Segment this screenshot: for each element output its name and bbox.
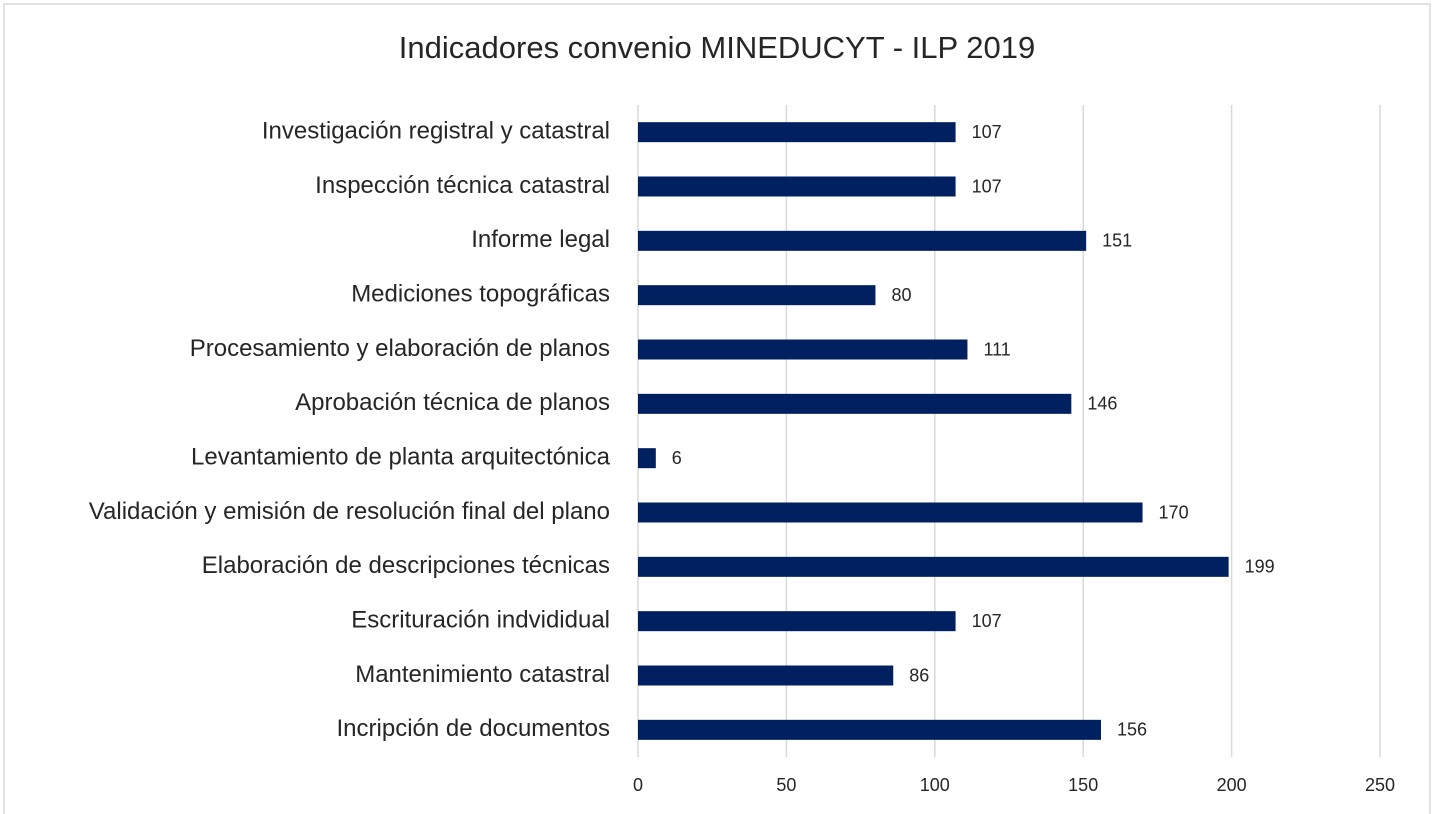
data-label: 199	[1245, 557, 1275, 577]
data-label: 86	[909, 665, 929, 685]
y-tick-label: Inspección técnica catastral	[315, 172, 610, 199]
bar	[638, 230, 1087, 251]
bar	[638, 448, 656, 469]
x-tick-label: 0	[633, 775, 643, 795]
data-label: 151	[1102, 231, 1132, 251]
bar	[638, 393, 1072, 414]
y-tick-label: Mantenimiento catastral	[355, 661, 610, 688]
y-tick-label: Aprobación técnica de planos	[295, 389, 610, 416]
chart-title: Indicadores convenio MINEDUCYT - ILP 201…	[399, 30, 1035, 65]
data-label: 146	[1087, 394, 1117, 414]
x-tick-label: 50	[776, 775, 796, 795]
x-tick-label: 100	[920, 775, 950, 795]
bar	[638, 176, 956, 197]
data-label: 156	[1117, 720, 1147, 740]
bar	[638, 285, 876, 306]
bar	[638, 556, 1229, 577]
y-tick-label: Levantamiento de planta arquitectónica	[191, 444, 611, 471]
y-tick-label: Elaboración de descripciones técnicas	[202, 552, 610, 579]
bar	[638, 719, 1102, 740]
bar	[638, 502, 1143, 523]
x-tick-label: 150	[1068, 775, 1098, 795]
bar	[638, 611, 956, 632]
y-tick-label: Incripción de documentos	[337, 715, 611, 742]
bar	[638, 122, 956, 143]
y-tick-label: Procesamiento y elaboración de planos	[190, 335, 610, 362]
data-label: 111	[983, 339, 1010, 359]
data-label: 107	[972, 611, 1002, 631]
data-label: 80	[891, 285, 911, 305]
data-label: 107	[972, 122, 1002, 142]
y-tick-label: Escrituración indvididual	[351, 607, 610, 634]
y-tick-label: Investigación registral y catastral	[262, 118, 610, 145]
bar	[638, 339, 968, 360]
x-tick-label: 200	[1217, 775, 1247, 795]
bar	[638, 665, 894, 686]
y-tick-label: Validación y emisión de resolución final…	[89, 498, 610, 525]
y-tick-label: Mediciones topográficas	[351, 281, 610, 308]
data-label: 6	[672, 448, 682, 468]
data-label: 170	[1159, 502, 1189, 522]
data-label: 107	[972, 176, 1002, 196]
y-tick-label: Informe legal	[471, 226, 610, 253]
x-tick-label: 250	[1365, 775, 1395, 795]
